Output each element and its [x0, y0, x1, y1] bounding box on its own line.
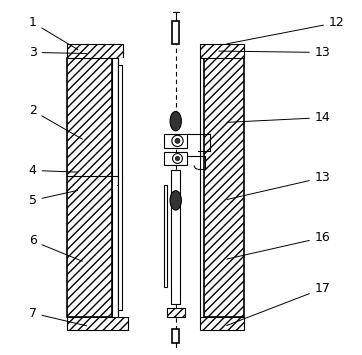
Bar	[167, 308, 185, 317]
Text: 16: 16	[227, 231, 331, 259]
Bar	[67, 58, 112, 317]
Bar	[201, 44, 244, 58]
Bar	[164, 185, 167, 287]
Text: 14: 14	[227, 111, 331, 124]
Bar	[201, 317, 244, 330]
Bar	[112, 58, 118, 317]
Bar	[118, 58, 201, 317]
Text: 3: 3	[29, 46, 87, 59]
Bar	[67, 317, 128, 330]
Circle shape	[175, 156, 180, 160]
Bar	[171, 170, 180, 304]
Text: 5: 5	[29, 190, 77, 207]
Bar	[204, 58, 244, 317]
Text: 7: 7	[29, 307, 87, 326]
Bar	[67, 44, 123, 58]
Text: 4: 4	[29, 164, 77, 177]
Circle shape	[173, 154, 182, 163]
Text: 2: 2	[29, 104, 83, 139]
Text: 13: 13	[227, 171, 331, 200]
Bar	[164, 134, 187, 148]
Text: 1: 1	[29, 16, 78, 50]
Bar	[172, 21, 179, 44]
Circle shape	[175, 138, 180, 143]
Text: 17: 17	[227, 282, 331, 326]
Ellipse shape	[170, 111, 181, 131]
Text: 13: 13	[219, 46, 331, 59]
Text: 6: 6	[29, 234, 82, 261]
Ellipse shape	[170, 191, 181, 210]
Bar	[118, 65, 122, 310]
Bar	[164, 152, 187, 165]
Text: 12: 12	[227, 16, 345, 44]
Circle shape	[172, 135, 183, 147]
Bar	[172, 329, 179, 343]
